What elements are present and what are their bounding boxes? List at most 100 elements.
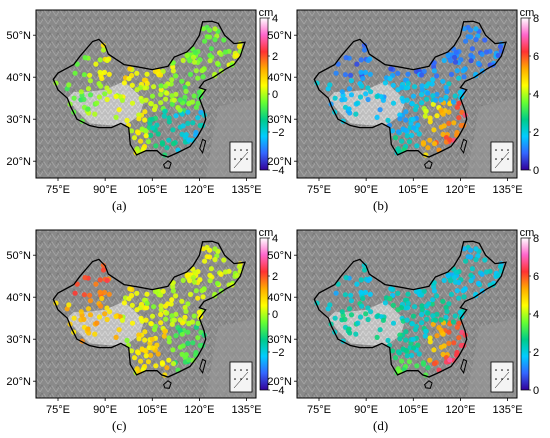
station-dot [185, 120, 191, 126]
station-dot [164, 310, 170, 316]
colorbar-tick-label: 2 [533, 347, 539, 359]
station-dot [479, 51, 485, 57]
station-dot [142, 305, 148, 311]
station-dot [421, 68, 427, 74]
lat-tick-label: 40°N [267, 72, 292, 84]
station-dot [406, 359, 412, 365]
lon-tick-label: 75°E [307, 184, 331, 196]
station-points [314, 244, 504, 378]
station-dot [104, 57, 110, 64]
station-dot [131, 355, 138, 361]
station-dot [444, 88, 450, 94]
colorbar-tick-label: 6 [533, 51, 539, 63]
station-dot [420, 141, 427, 147]
station-dot [107, 89, 113, 95]
station-dot [143, 97, 149, 103]
station-dot [182, 314, 188, 320]
station-dot [200, 26, 206, 32]
lat-tick-label: 40°N [6, 72, 31, 84]
station-dot [159, 141, 166, 147]
lat-tick-label: 50°N [6, 30, 31, 42]
station-dot [142, 329, 148, 335]
station-dot [434, 311, 440, 317]
station-dot [186, 357, 192, 363]
station-dot [406, 139, 412, 145]
station-dot [423, 303, 430, 309]
station-dot [454, 68, 460, 74]
station-dot [155, 131, 161, 137]
station-dot [187, 71, 194, 77]
station-dot [448, 71, 455, 77]
station-dot [149, 336, 155, 342]
station-dot [221, 257, 227, 263]
station-dot [359, 83, 365, 89]
station-dot [153, 143, 159, 149]
station-dot [136, 116, 142, 122]
station-points [314, 24, 504, 158]
station-dot [129, 302, 135, 308]
station-dot [164, 365, 170, 371]
station-dot [166, 137, 172, 143]
station-dot [445, 53, 451, 59]
station-dot [151, 304, 157, 310]
station-dot [158, 72, 164, 78]
station-dot [482, 37, 488, 43]
map-frame [35, 9, 257, 179]
lon-tick-label: 75°E [307, 404, 331, 416]
station-dot [430, 313, 436, 319]
station-dot [182, 94, 188, 100]
station-dot [343, 55, 349, 61]
station-dot [413, 68, 419, 74]
colorbar [520, 237, 530, 391]
lat-tick-label: 30°N [6, 114, 31, 126]
station-dot [431, 141, 438, 147]
taiwan-outline [199, 358, 207, 374]
station-dot [182, 84, 188, 91]
station-dot [158, 83, 164, 89]
station-dot [81, 292, 87, 298]
station-dot [424, 96, 430, 102]
lon-tick-label: 105°E [398, 404, 428, 416]
station-dot [145, 359, 151, 365]
station-dot [427, 339, 433, 345]
station-dot [180, 57, 186, 64]
station-dot [367, 291, 373, 297]
station-dot [479, 68, 485, 74]
station-dot [93, 61, 99, 67]
station-dot [473, 246, 479, 252]
station-dot [126, 76, 132, 82]
station-dot [177, 327, 183, 333]
station-dot [348, 298, 354, 304]
station-dot [362, 289, 369, 295]
station-dot [413, 323, 419, 330]
station-dot [160, 288, 166, 294]
station-dot [185, 340, 191, 346]
station-dot [207, 58, 213, 64]
station-dot [212, 37, 218, 43]
station-dot [374, 114, 380, 120]
station-dot [177, 107, 183, 113]
station-dot [333, 290, 339, 296]
station-dot [377, 107, 383, 113]
lon-tick-label: 135°E [493, 404, 523, 416]
station-dot [410, 93, 417, 99]
station-dot [403, 305, 409, 311]
station-dot [196, 309, 202, 315]
station-dot [185, 109, 191, 115]
station-dot [162, 108, 168, 114]
station-dot [163, 96, 169, 102]
station-dot [107, 309, 113, 315]
station-dot [199, 288, 205, 294]
lon-tick-label: 120°E [184, 184, 214, 196]
station-dot [214, 280, 221, 286]
station-dot [405, 291, 411, 297]
station-dot [445, 273, 451, 279]
station-dot [438, 97, 444, 103]
station-dot [359, 303, 365, 309]
station-dot [179, 298, 185, 304]
colorbar-unit: cm [259, 227, 274, 239]
station-dot [427, 357, 433, 363]
station-dot [346, 86, 353, 92]
station-dot [72, 290, 78, 296]
station-dot [452, 279, 459, 285]
